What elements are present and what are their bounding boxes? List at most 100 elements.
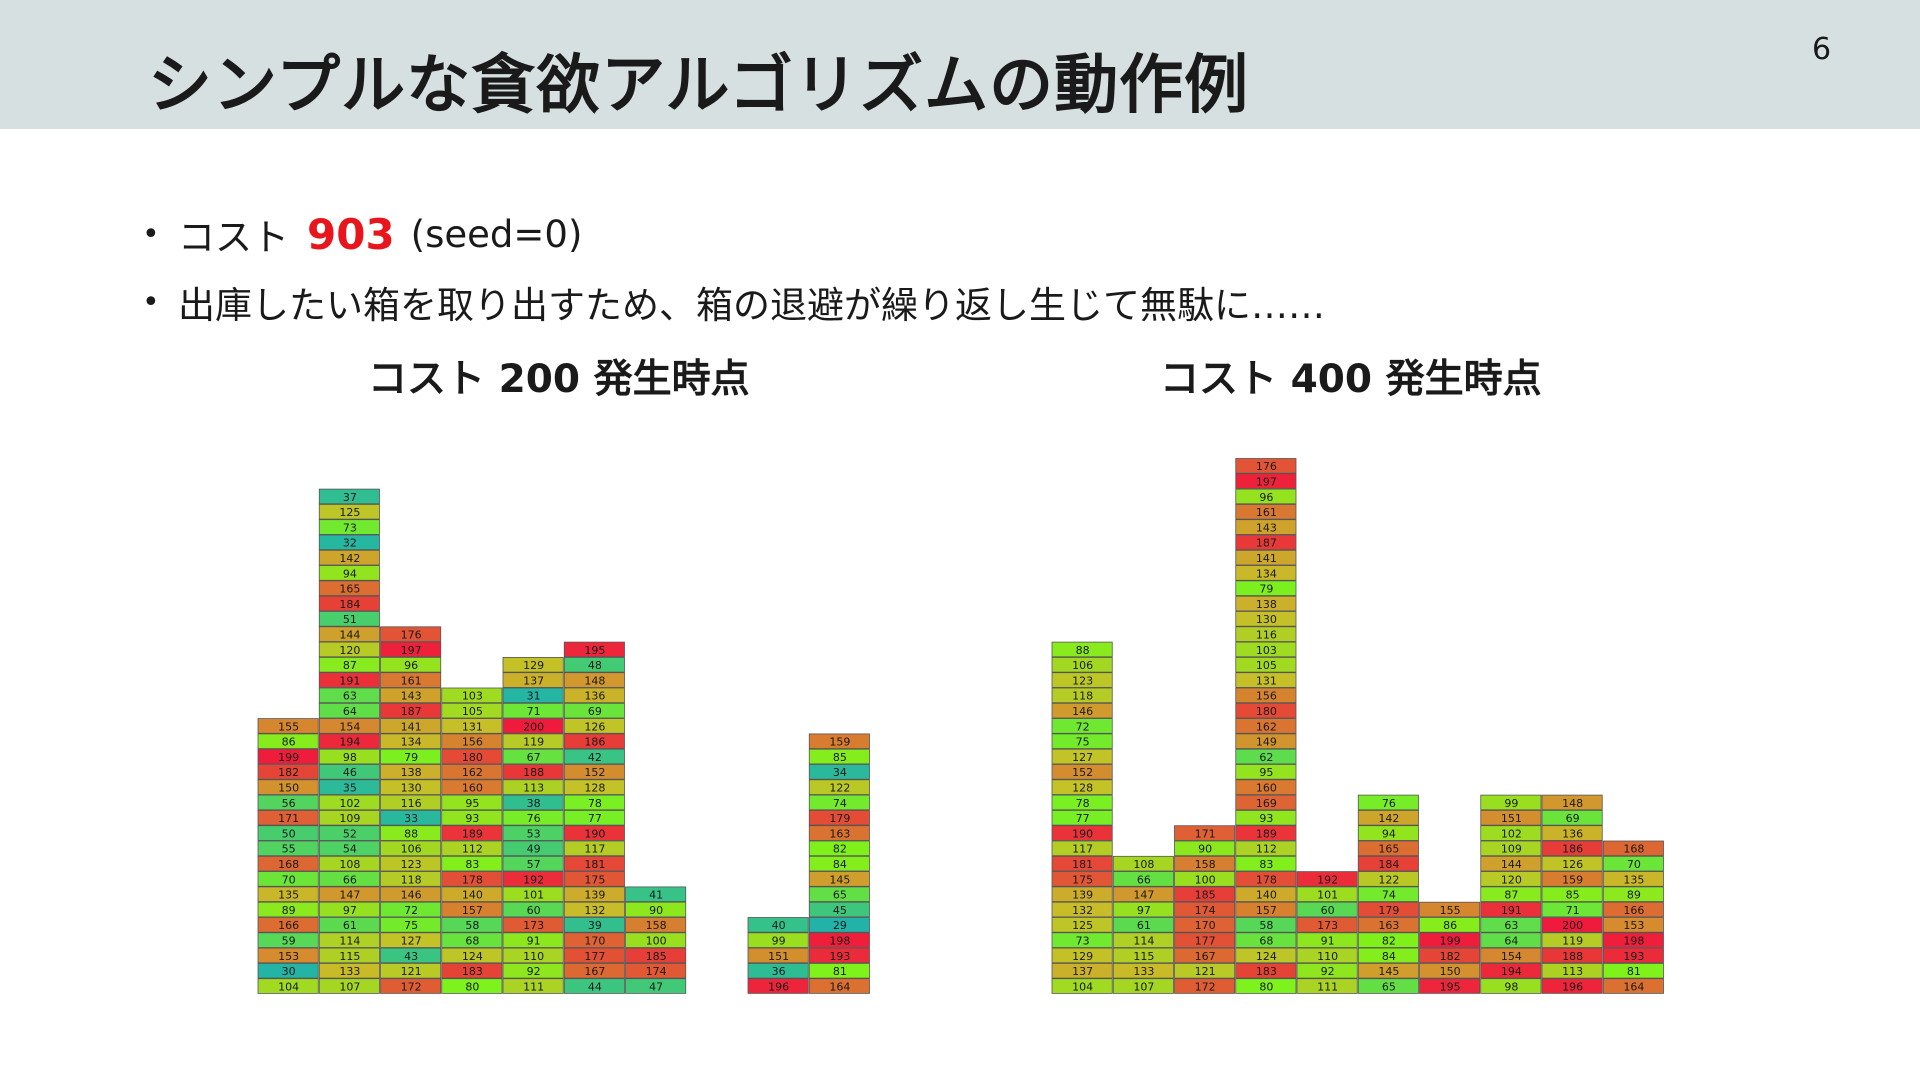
container-box: 106: [1051, 657, 1113, 673]
container-box: 177: [563, 947, 625, 964]
container-box: 148: [1541, 794, 1603, 811]
box-rect: [1235, 657, 1297, 673]
container-box: 92: [502, 963, 564, 979]
box-number: 98: [1504, 980, 1518, 993]
box-number: 126: [584, 720, 605, 733]
box-number: 124: [1256, 950, 1277, 963]
box-number: 150: [278, 782, 299, 795]
container-box: 85: [808, 748, 870, 765]
container-box: 139: [1051, 886, 1113, 903]
box-number: 101: [1317, 889, 1338, 902]
box-rect: [1235, 488, 1297, 505]
box-rect: [318, 886, 380, 903]
container-box: 178: [441, 871, 503, 887]
box-rect: [441, 978, 503, 994]
panel-title-left: コスト 200 発生時点: [368, 357, 750, 402]
box-rect: [1051, 963, 1113, 979]
container-box: 113: [502, 779, 564, 795]
box-rect: [502, 886, 564, 903]
box-number: 153: [278, 950, 299, 963]
bullet-list: • コスト 903 (seed=0) • 出庫したい箱を取り出すため、箱の退避が…: [142, 200, 1325, 336]
box-number: 182: [278, 766, 299, 779]
box-number: 89: [282, 904, 296, 917]
box-number: 155: [278, 720, 299, 733]
box-rect: [318, 810, 380, 826]
box-number: 42: [588, 751, 602, 764]
box-number: 87: [1504, 889, 1518, 902]
box-number: 122: [829, 782, 850, 795]
container-box: 59: [257, 932, 319, 948]
box-number: 111: [523, 980, 544, 993]
box-rect: [1296, 947, 1358, 964]
container-box: 158: [625, 917, 687, 933]
box-number: 30: [282, 965, 296, 978]
container-box: 92: [1296, 963, 1358, 979]
container-box: 130: [380, 779, 442, 795]
box-number: 58: [1259, 919, 1273, 932]
container-box: 84: [808, 855, 870, 872]
box-number: 176: [1256, 460, 1277, 473]
container-box: 70: [1602, 855, 1664, 872]
container-box: 112: [1235, 840, 1297, 857]
container-box: 68: [441, 932, 503, 948]
box-number: 88: [1076, 644, 1090, 657]
container-box: 165: [1357, 840, 1419, 857]
container-box: 194: [318, 733, 380, 750]
container-box: 195: [1419, 978, 1481, 994]
container-box: 134: [380, 733, 442, 750]
container-box: 79: [380, 748, 442, 765]
box-number: 180: [462, 751, 483, 764]
box-rect: [441, 871, 503, 887]
container-box: 165: [318, 580, 380, 597]
box-number: 178: [1256, 873, 1277, 886]
box-rect: [563, 947, 625, 964]
box-rect: [1480, 901, 1542, 918]
container-box: 94: [318, 565, 380, 581]
container-box: 71: [1541, 901, 1603, 918]
box-rect: [1235, 810, 1297, 826]
box-rect: [318, 901, 380, 918]
box-rect: [1235, 626, 1297, 642]
box-number: 113: [1562, 965, 1583, 978]
box-number: 187: [1256, 537, 1277, 550]
box-number: 116: [401, 797, 422, 810]
box-rect: [257, 794, 319, 811]
container-box: 58: [441, 917, 503, 933]
box-number: 128: [584, 782, 605, 795]
container-box: 61: [318, 917, 380, 933]
box-number: 40: [772, 919, 786, 932]
container-box: 167: [1174, 947, 1236, 964]
container-box: 181: [1051, 855, 1113, 872]
container-box: 63: [1480, 917, 1542, 933]
container-box: 123: [1051, 672, 1113, 688]
box-rect: [441, 810, 503, 826]
box-rect: [257, 855, 319, 872]
box-rect: [563, 657, 625, 673]
box-rect: [1541, 978, 1603, 994]
container-box: 118: [380, 871, 442, 887]
container-box: 120: [1480, 871, 1542, 887]
box-rect: [1541, 871, 1603, 887]
box-number: 95: [1259, 766, 1273, 779]
container-box: 194: [1480, 963, 1542, 979]
box-number: 33: [404, 812, 418, 825]
box-number: 64: [343, 705, 357, 718]
box-rect: [1602, 886, 1664, 903]
box-number: 51: [343, 613, 357, 626]
box-number: 154: [1501, 950, 1522, 963]
box-number: 196: [1562, 980, 1583, 993]
box-number: 184: [339, 598, 360, 611]
container-box: 196: [1541, 978, 1603, 994]
box-number: 149: [1256, 736, 1277, 749]
box-number: 173: [523, 919, 544, 932]
box-rect: [441, 825, 503, 841]
box-rect: [441, 718, 503, 734]
box-rect: [380, 626, 442, 642]
box-rect: [502, 947, 564, 964]
container-box: 39: [563, 917, 625, 933]
container-box: 128: [563, 779, 625, 795]
box-rect: [1419, 963, 1481, 979]
box-number: 135: [278, 889, 299, 902]
box-number: 173: [1317, 919, 1338, 932]
box-number: 179: [1378, 904, 1399, 917]
